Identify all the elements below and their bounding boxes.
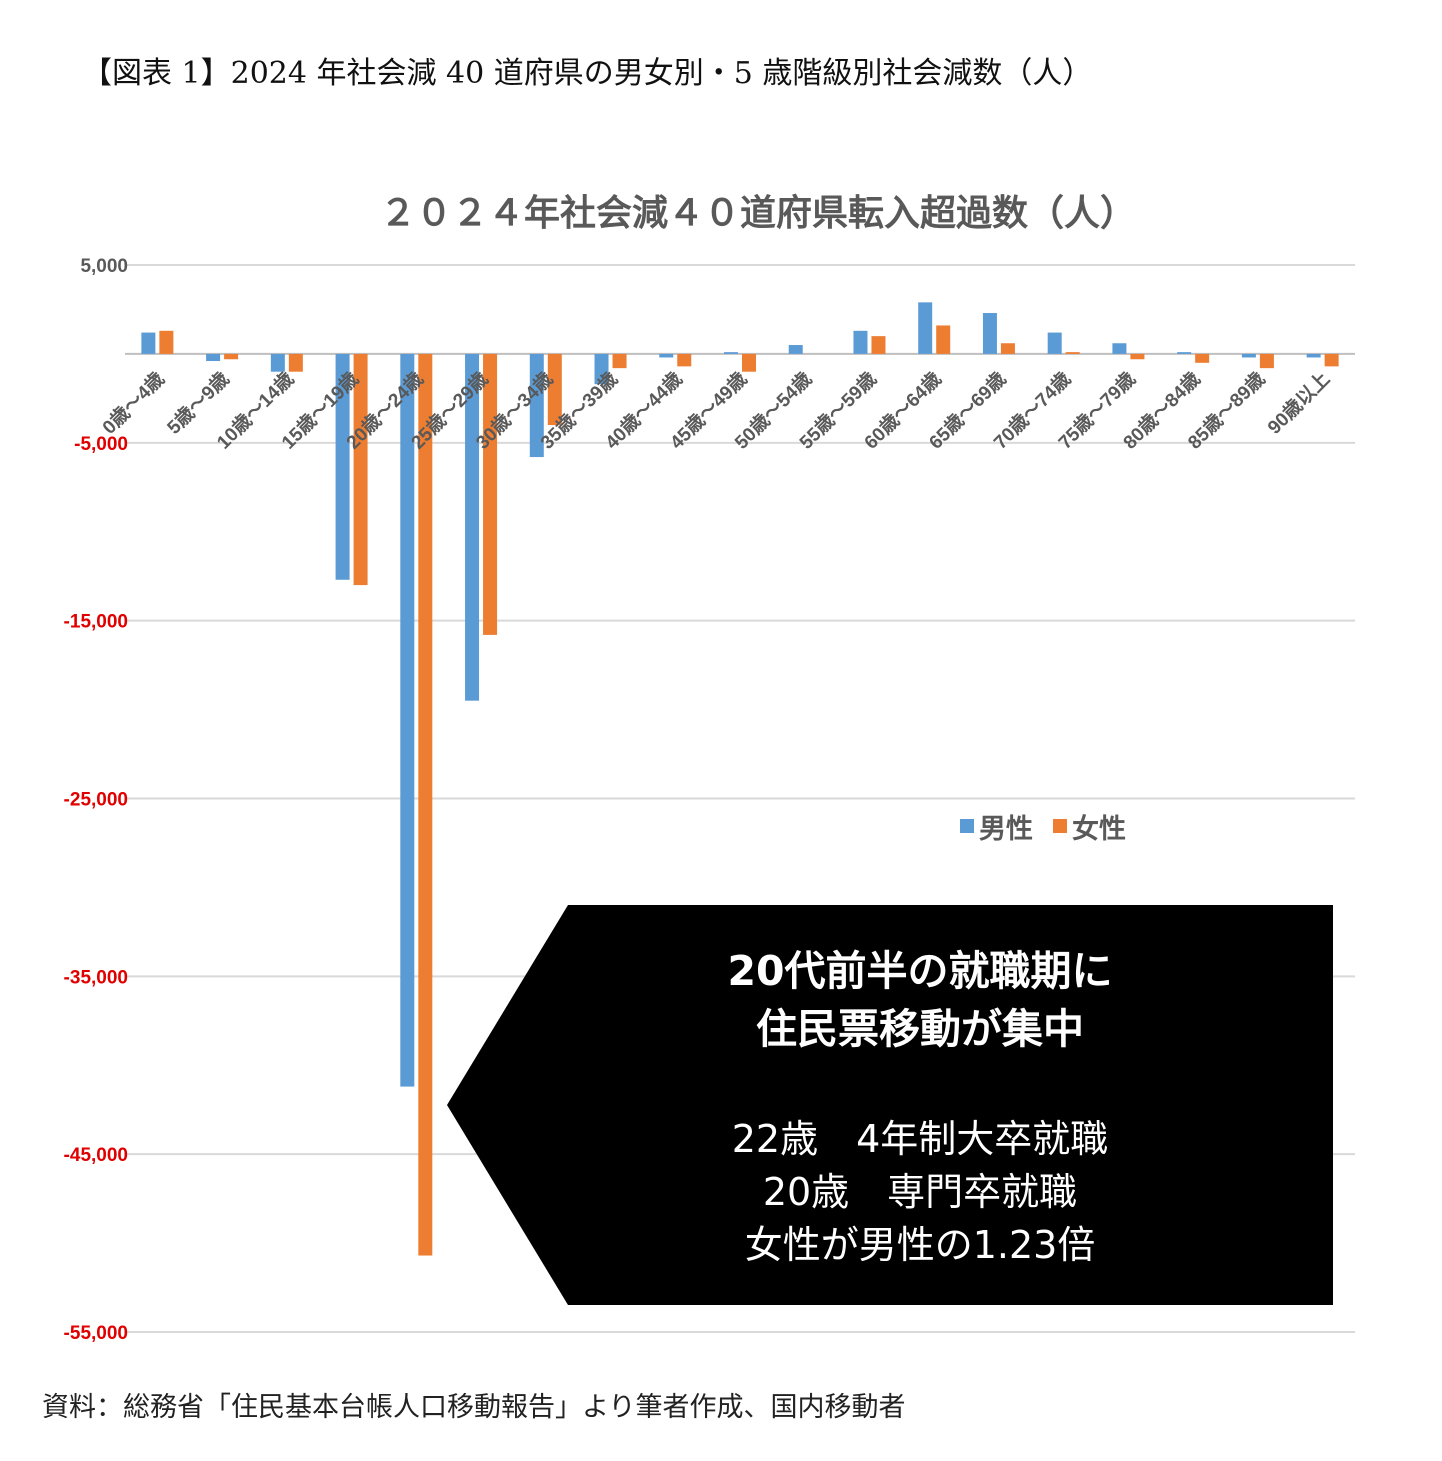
bar-female <box>224 353 239 360</box>
bar-male <box>1047 332 1062 354</box>
bar-male <box>1112 343 1127 354</box>
legend-swatch-female <box>1053 819 1067 833</box>
callout-arrow-shape <box>447 905 1333 1305</box>
y-tick-label: -5,000 <box>74 434 128 455</box>
bar-male <box>918 302 933 354</box>
bar-male <box>400 353 415 1087</box>
x-tick-label: 0歳～4歳 <box>98 368 169 439</box>
callout-line-4: 20歳 専門卒就職 <box>763 1170 1077 1214</box>
bar-male <box>141 332 156 354</box>
callout-line-5: 女性が男性の1.23倍 <box>745 1223 1096 1267</box>
y-tick-label: -55,000 <box>64 1323 128 1344</box>
bar-male <box>724 352 738 354</box>
bar-female <box>1195 353 1210 363</box>
y-tick-label: -35,000 <box>64 967 128 988</box>
bar-male <box>270 353 285 372</box>
legend-label-female: 女性 <box>1072 813 1126 845</box>
bars <box>141 302 1339 1256</box>
bar-female <box>418 353 433 1256</box>
bar-female <box>612 353 627 369</box>
bar-female <box>871 336 886 354</box>
callout-line-1: 20代前半の就職期に <box>727 947 1112 995</box>
source-note: 資料：総務省「住民基本台帳人口移動報告」より筆者作成、国内移動者 <box>42 1392 906 1423</box>
figure-caption: 【図表 1】2024 年社会減 40 道府県の男女別・5 歳階級別社会減数（人） <box>82 56 1093 91</box>
legend-swatch-male <box>960 819 974 833</box>
bar-female <box>353 353 368 586</box>
y-tick-label: -45,000 <box>64 1145 128 1166</box>
bar-male <box>335 353 350 580</box>
bar-female <box>288 353 303 372</box>
bar-male <box>206 353 221 362</box>
bar-male <box>1306 353 1321 358</box>
bar-female <box>1130 353 1145 360</box>
bar-male <box>465 353 480 701</box>
bar-female <box>1000 343 1015 354</box>
callout-box: 20代前半の就職期に 住民票移動が集中 22歳 4年制大卒就職 20歳 専門卒就… <box>447 905 1333 1305</box>
bar-male <box>594 353 609 385</box>
bar-female <box>1259 353 1274 369</box>
legend: 男性 女性 <box>960 813 1126 845</box>
callout-line-2: 住民票移動が集中 <box>756 1005 1084 1053</box>
bar-female <box>677 353 692 367</box>
bar-male <box>659 353 674 358</box>
bar-female <box>483 353 498 635</box>
bar-female <box>547 353 562 426</box>
bar-male <box>853 330 868 354</box>
chart-title: ２０２４年社会減４０道府県転入超過数（人） <box>380 192 1136 234</box>
bar-male <box>788 345 803 354</box>
bar-female <box>936 325 951 354</box>
bar-male <box>529 353 544 458</box>
x-tick-label: 90歳以上 <box>1263 368 1334 439</box>
y-axis-ticks: 5,000 -5,000 -15,000 -25,000 -35,000 -45,000 -… <box>64 256 128 1344</box>
bar-male <box>982 313 997 354</box>
callout-line-3: 22歳 4年制大卒就職 <box>732 1117 1109 1161</box>
y-tick-label: -15,000 <box>64 612 128 633</box>
bar-male <box>1241 353 1256 358</box>
legend-label-male: 男性 <box>979 814 1033 845</box>
y-tick-label: -25,000 <box>64 790 128 811</box>
x-axis-ticks: 0歳～4歳5歳～9歳10歳～14歳15歳～19歳20歳～24歳25歳～29歳30… <box>98 368 1334 454</box>
y-tick-label: 5,000 <box>80 256 128 277</box>
bar-female <box>1065 352 1080 354</box>
bar-female <box>159 330 174 354</box>
bar-male <box>1177 352 1192 354</box>
bar-female <box>742 353 756 372</box>
bar-female <box>1324 353 1339 367</box>
